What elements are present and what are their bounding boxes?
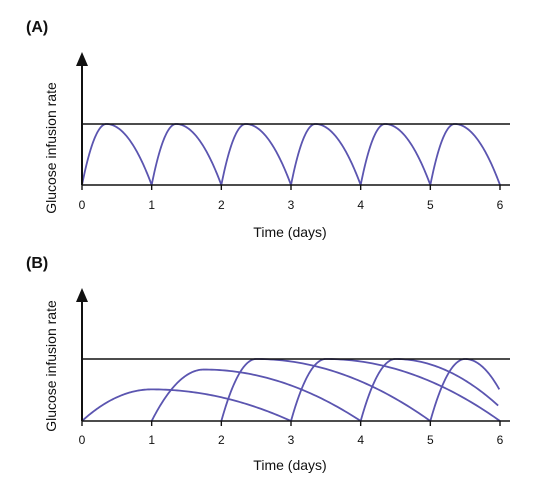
panel-a-pulse-curve-1 (82, 124, 152, 185)
panel-b-y-axis-arrow (76, 288, 88, 302)
panel-a-x-tick-label-2: 2 (218, 198, 225, 212)
panel-a: (A) Glucose infusion rate Time (days) 0 1… (26, 19, 510, 240)
panel-b-label: (B) (26, 255, 48, 272)
panel-b-pulse-curve-1 (82, 389, 291, 421)
panel-a-pulse-curve-4 (291, 124, 361, 185)
panel-b-x-tick-label-3: 3 (288, 433, 295, 447)
panel-b-x-tick-label-0: 0 (79, 433, 86, 447)
panel-a-pulse-curve-2 (152, 124, 222, 185)
panel-a-curves (82, 124, 500, 185)
panel-b-pulse-curve-3 (221, 359, 430, 421)
panel-a-y-axis-arrow (76, 52, 88, 66)
panel-b-x-tick-label-4: 4 (357, 433, 364, 447)
panel-b-x-axis-title: Time (days) (253, 457, 326, 473)
panel-b-axes (76, 288, 510, 421)
panel-b-curves (82, 359, 500, 421)
panel-a-label: (A) (26, 19, 48, 36)
panel-b-x-ticks: 0 1 2 3 4 5 6 (79, 421, 504, 447)
panel-a-pulse-curve-3 (221, 124, 291, 185)
panel-a-x-ticks: 0 1 2 3 4 5 6 (79, 185, 504, 212)
panel-a-x-tick-label-3: 3 (288, 198, 295, 212)
panel-b-x-tick-label-6: 6 (497, 433, 504, 447)
panel-a-x-tick-label-0: 0 (79, 198, 86, 212)
panel-b-x-tick-label-2: 2 (218, 433, 225, 447)
panel-b-x-tick-label-5: 5 (427, 433, 434, 447)
panel-b-y-axis-title: Glucose infusion rate (43, 300, 59, 432)
panel-b-pulse-curve-2 (152, 370, 361, 421)
panel-b: (B) Glucose infusion rate Time (days) 0 1… (26, 255, 510, 473)
panel-a-x-axis-title: Time (days) (253, 224, 326, 240)
panel-a-x-tick-label-5: 5 (427, 198, 434, 212)
panel-a-pulse-curve-6 (430, 124, 500, 185)
panel-a-x-tick-label-6: 6 (497, 198, 504, 212)
panel-a-x-tick-label-1: 1 (148, 198, 155, 212)
panel-a-y-axis-title: Glucose infusion rate (43, 82, 59, 214)
panel-b-x-tick-label-1: 1 (148, 433, 155, 447)
panel-a-pulse-curve-5 (361, 124, 431, 185)
panel-a-x-tick-label-4: 4 (357, 198, 364, 212)
panel-a-axes (76, 52, 510, 185)
